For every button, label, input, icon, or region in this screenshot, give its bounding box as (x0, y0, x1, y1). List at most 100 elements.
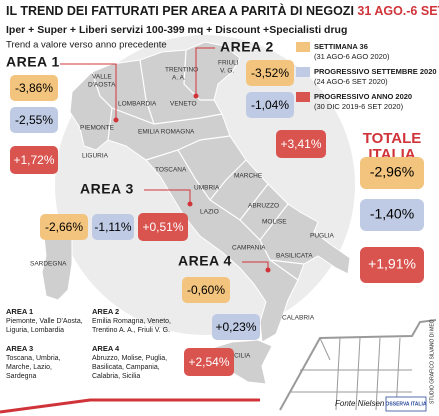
footer-area-line: Trentino A. A., Friuli V. G. (92, 327, 170, 334)
footer-area-line: Marche, Lazio, (6, 364, 52, 371)
footer-area-line: Basilicata, Campania, (92, 364, 160, 371)
legend: SETTIMANA 36 (31 AGO-6 AGO 2020) PROGRES… (296, 42, 437, 111)
footer-area-line: Piemonte, Valle D'Aosta, (6, 318, 83, 325)
region-label: VENETO (170, 101, 197, 108)
value-box (276, 130, 326, 158)
value: -1,11% (94, 220, 131, 234)
footer-area-line: Calabria, Sicilia (92, 373, 140, 380)
legend-label: SETTIMANA 36 (314, 42, 368, 51)
value-box (92, 214, 134, 240)
value-box (360, 199, 424, 231)
value: -1,40% (370, 206, 414, 222)
pointer (60, 63, 117, 120)
area-label: AREA 3 (80, 181, 134, 197)
footer-area-name: AREA 4 (92, 344, 120, 353)
footer-area-name: AREA 2 (92, 307, 119, 316)
value: -2,66% (45, 220, 83, 234)
border (139, 59, 155, 125)
region-label: D'AOSTA (88, 82, 116, 89)
legend-period: (24 AGO-6 SET 2020) (314, 77, 388, 86)
region-label: CAMPANIA (232, 245, 266, 252)
subtitle: Iper + Super + Liberi servizi 100-399 mq… (6, 24, 347, 36)
region-label: EMILIA ROMAGNA (138, 129, 195, 136)
value-box (212, 314, 260, 340)
area-label: AREA 2 (220, 39, 274, 55)
region-label: A. A. (172, 75, 186, 82)
region-label: TRENTINO (165, 67, 198, 74)
legend-label: PROGRESSIVO SETTEMBRE 2020 (314, 67, 437, 76)
value-box (40, 214, 88, 240)
value: -0,60% (187, 283, 225, 297)
value: -1,04% (251, 98, 289, 112)
region-label: BASILICATA (276, 253, 313, 260)
legend-swatch (296, 67, 310, 77)
footer-area-line: Emilia Romagna, Veneto, (92, 318, 171, 325)
region-label: LAZIO (200, 209, 219, 216)
legend-period: (30 DIC 2019-6 SET 2020) (314, 102, 404, 111)
value-box (182, 277, 230, 303)
border (269, 259, 305, 265)
region-label: MOLISE (262, 219, 287, 226)
title-date: 31 AGO.-6 SET. 2020 (357, 4, 439, 18)
value-box (10, 107, 58, 133)
value-box (246, 60, 294, 86)
logo-box (385, 396, 427, 412)
footer-area-line: Liguria, Lombardia (6, 327, 64, 334)
footer-area-line: Sardegna (6, 373, 36, 380)
cart-bars (290, 369, 412, 393)
footer-area-line: Abruzzo, Molise, Puglia, (92, 355, 167, 362)
region-label: LOMBARDIA (118, 101, 157, 108)
region-label: ABRUZZO (248, 203, 279, 210)
area-label: AREA 1 (6, 54, 60, 70)
pointer (144, 189, 191, 204)
region-label: PUGLIA (310, 233, 335, 240)
footer-area-name: AREA 1 (6, 307, 33, 316)
value: +1,91% (368, 256, 416, 272)
border (183, 49, 214, 101)
value: -3,86% (15, 81, 53, 95)
value-box (138, 213, 188, 241)
legend-period: (31 AGO-6 AGO 2020) (314, 52, 390, 61)
value: -3,52% (251, 66, 289, 80)
pointer (242, 261, 269, 270)
area-label: AREA 4 (178, 253, 232, 269)
value: -2,55% (15, 113, 53, 127)
footer-areas: AREA 1 Piemonte, Valle D'Aosta, Liguria,… (6, 307, 171, 380)
legend-swatch (296, 92, 310, 102)
border (111, 107, 223, 125)
legend-swatch (296, 42, 310, 52)
value: -2,96% (370, 164, 414, 180)
legend-label: PROGRESSIVO ANNO 2020 (314, 92, 412, 101)
region-label: FRIULI (218, 60, 239, 67)
region-label: SICILIA (228, 353, 251, 360)
footer-area-line: Toscana, Umbria, (6, 355, 61, 362)
footer-area-name: AREA 3 (6, 344, 33, 353)
border (209, 159, 247, 201)
credit: STUDIO GRAFICO SILVANO DI MEO (429, 319, 435, 404)
title: IL TREND DEI FATTURATI PER AREA A PARITÀ… (6, 3, 439, 18)
value: +1,72% (13, 153, 54, 167)
region-label: PIEMONTE (80, 125, 115, 132)
cart-handle (0, 398, 260, 414)
value-box (10, 75, 58, 101)
total-title: TOTALE (363, 130, 422, 147)
border (145, 135, 231, 161)
pointer (195, 47, 215, 96)
pointer-dot (113, 117, 119, 123)
pointer-dot (265, 267, 271, 273)
region-label: SARDEGNA (30, 261, 67, 268)
region-labels: VALLE D'AOSTA LOMBARDIA TRENTINO A. A. F… (30, 60, 335, 360)
pointers (60, 47, 271, 273)
region-label: TOSCANA (155, 167, 187, 174)
pointer-dot (193, 93, 199, 99)
logo: OSSERVA ITALIA (386, 401, 427, 407)
region-borders (91, 49, 305, 281)
value-box (360, 157, 424, 189)
note: Trend a valore verso anno precedente (6, 40, 167, 51)
value: +3,41% (280, 137, 321, 151)
cart-bars (319, 337, 401, 411)
cart (0, 319, 437, 414)
value: +0,23% (215, 320, 256, 334)
region-label: LIGURIA (82, 153, 109, 160)
